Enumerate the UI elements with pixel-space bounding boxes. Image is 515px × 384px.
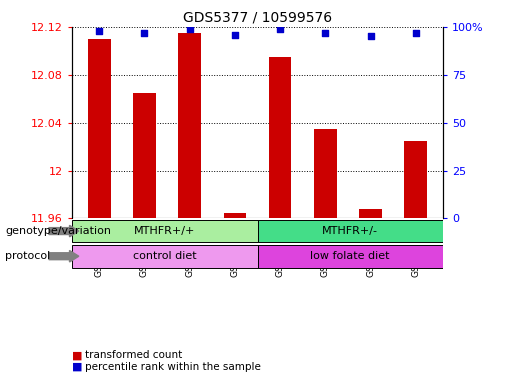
Point bbox=[140, 30, 148, 36]
Bar bbox=[224, 212, 246, 218]
Point bbox=[231, 31, 239, 38]
Text: MTHFR+/-: MTHFR+/- bbox=[322, 225, 378, 235]
Bar bbox=[269, 57, 291, 218]
Bar bbox=[359, 209, 382, 218]
Title: GDS5377 / 10599576: GDS5377 / 10599576 bbox=[183, 10, 332, 24]
Text: control diet: control diet bbox=[133, 251, 197, 261]
Bar bbox=[314, 129, 337, 218]
Bar bbox=[258, 245, 443, 268]
Point bbox=[321, 30, 330, 36]
Text: low folate diet: low folate diet bbox=[311, 251, 390, 261]
Bar bbox=[72, 245, 258, 268]
Point bbox=[276, 26, 284, 32]
Point bbox=[367, 33, 375, 40]
Text: transformed count: transformed count bbox=[85, 350, 182, 360]
Bar bbox=[404, 141, 427, 218]
Bar bbox=[258, 220, 443, 242]
Text: percentile rank within the sample: percentile rank within the sample bbox=[85, 362, 261, 372]
Bar bbox=[133, 93, 156, 218]
Bar bbox=[88, 39, 111, 218]
Text: genotype/variation: genotype/variation bbox=[5, 226, 111, 236]
Text: ■: ■ bbox=[72, 362, 82, 372]
Point bbox=[411, 30, 420, 36]
Text: ■: ■ bbox=[72, 350, 82, 360]
Point bbox=[95, 28, 104, 34]
Bar bbox=[72, 220, 258, 242]
Point bbox=[185, 26, 194, 32]
Bar bbox=[178, 33, 201, 218]
Text: MTHFR+/+: MTHFR+/+ bbox=[134, 225, 196, 235]
Text: protocol: protocol bbox=[5, 251, 50, 261]
